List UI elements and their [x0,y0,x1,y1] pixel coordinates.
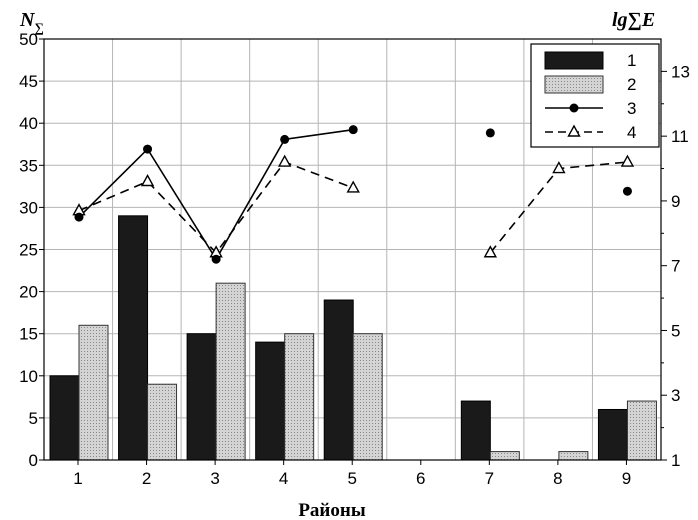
x-tick-label: 9 [622,469,631,488]
y-tick-label-right: 1 [671,451,680,470]
bar-series-1 [255,341,286,461]
x-tick-label: 7 [485,469,494,488]
marker-series-3 [211,254,221,264]
x-axis-label: Районы [298,500,366,520]
x-tick-label: 5 [347,469,356,488]
y-tick-label-left: 15 [19,325,38,344]
marker-series-4 [277,154,292,167]
x-tick-label: 6 [416,469,425,488]
legend-label: 1 [627,51,636,70]
y-tick-label-right: 7 [671,257,680,276]
bar-series-2 [284,333,315,461]
bar-series-2 [489,451,520,461]
x-tick-label: 1 [73,469,82,488]
y-tick-label-left: 25 [19,241,38,260]
y-tick-label-right: 13 [671,62,690,81]
marker-series-3 [348,125,358,135]
legend-swatch-1 [544,51,604,70]
axes [39,38,667,465]
bar-series-2 [558,451,589,461]
bar-series-1 [49,375,80,461]
lines [72,125,635,264]
y-tick-label-left: 45 [19,72,38,91]
bar-series-2 [215,282,246,461]
marker-series-4 [346,180,360,193]
marker-series-3 [280,134,290,144]
legend-label: 3 [627,99,636,118]
bar-series-1 [323,299,354,461]
marker-series-3 [622,186,632,196]
y-tick-label-left: 5 [29,409,38,428]
y-tick-label-left: 50 [19,30,38,49]
y-tick-label-right: 9 [671,192,680,211]
legend-label: 2 [627,75,636,94]
legend: 1 2 3 4 [530,43,660,148]
bar-series-1 [118,215,149,461]
plot-frame [43,38,662,461]
bar-series-2 [626,400,657,461]
legend-label: 4 [627,123,636,142]
marker-series-3 [74,212,84,222]
x-tick-label: 8 [553,469,562,488]
y-tick-label-left: 35 [19,156,38,175]
legend-marker-3 [569,103,579,113]
y-tick-label-left: 20 [19,283,38,302]
y-tick-label-right: 5 [671,321,680,340]
bar-series-1 [186,333,217,461]
bar-series-2 [147,383,178,461]
legend-swatch-2 [544,75,604,94]
x-tick-label: 4 [279,469,288,488]
y-tick-label-left: 0 [29,451,38,470]
marker-series-4 [140,174,155,187]
legend-marker-4 [567,124,581,137]
y-tick-label-right: 3 [671,386,680,405]
y-tick-label-left: 40 [19,114,38,133]
y-axis-label-right: lg∑E [612,9,655,31]
bar-series-2 [352,333,383,461]
y-tick-label-left: 30 [19,198,38,217]
marker-series-4 [483,245,498,258]
bar-series-1 [597,408,628,461]
bar-series-1 [460,400,491,461]
marker-series-4 [620,154,635,167]
bar-series-2 [78,324,109,461]
marker-series-3 [485,128,495,138]
x-tick-label: 2 [142,469,151,488]
marker-series-3 [143,144,153,154]
bars [49,215,657,461]
y-tick-label-right: 11 [671,127,689,146]
x-tick-label: 3 [210,469,219,488]
marker-series-4 [552,161,566,174]
y-tick-label-left: 10 [19,367,38,386]
